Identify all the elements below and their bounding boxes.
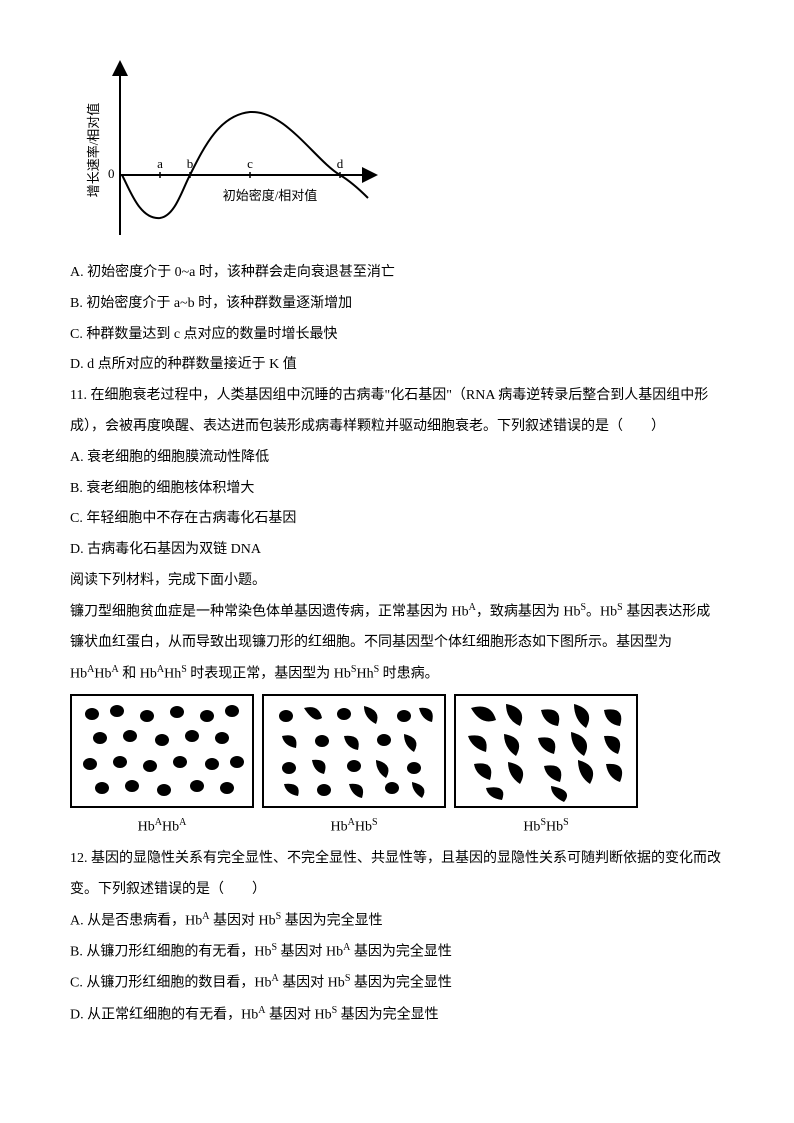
q10-option-b: B. 初始密度介于 a~b 时，该种群数量逐渐增加: [70, 289, 724, 320]
q10-option-d: D. d 点所对应的种群数量接近于 K 值: [70, 350, 724, 381]
growth-rate-chart: 增长速率/相对值 0 a b c d 初始密度/相对值: [70, 60, 380, 250]
q10-option-c: C. 种群数量达到 c 点对应的数量时增长最快: [70, 320, 724, 351]
q12-option-d: D. 从正常红细胞的有无看，HbA 基因对 HbS 基因为完全显性: [70, 1000, 724, 1031]
q11-option-a: A. 衰老细胞的细胞膜流动性降低: [70, 443, 724, 474]
cell-label-2: HbAHbS: [330, 812, 377, 843]
cell-box-1: [70, 694, 254, 808]
tick-d: d: [337, 156, 344, 171]
q11-option-b: B. 衰老细胞的细胞核体积增大: [70, 474, 724, 505]
cell-box-3: [454, 694, 638, 808]
x-axis-label: 初始密度/相对值: [223, 188, 318, 203]
q12-option-c: C. 从镰刀形红细胞的数目看，HbA 基因对 HbS 基因为完全显性: [70, 968, 724, 999]
reading-prompt: 阅读下列材料，完成下面小题。: [70, 566, 724, 597]
q11-stem: 11. 在细胞衰老过程中，人类基因组中沉睡的古病毒"化石基因"（RNA 病毒逆转…: [70, 381, 724, 443]
origin-label: 0: [108, 166, 115, 181]
cell-box-2: [262, 694, 446, 808]
tick-c: c: [247, 156, 253, 171]
cell-images-row: HbAHbA: [70, 694, 724, 843]
q12-option-b: B. 从镰刀形红细胞的有无看，HbS 基因对 HbA 基因为完全显性: [70, 937, 724, 968]
y-axis-label: 增长速率/相对值: [86, 103, 101, 198]
q11-option-d: D. 古病毒化石基因为双链 DNA: [70, 535, 724, 566]
q12-stem: 12. 基因的显隐性关系有完全显性、不完全显性、共显性等，且基因的显隐性关系可随…: [70, 844, 724, 906]
q12-option-a: A. 从是否患病看，HbA 基因对 HbS 基因为完全显性: [70, 906, 724, 937]
cell-label-1: HbAHbA: [138, 812, 187, 843]
q10-option-a: A. 初始密度介于 0~a 时，该种群会走向衰退甚至消亡: [70, 258, 724, 289]
tick-a: a: [157, 156, 163, 171]
q11-option-c: C. 年轻细胞中不存在古病毒化石基因: [70, 504, 724, 535]
cell-label-3: HbSHbS: [523, 812, 568, 843]
passage-p1: 镰刀型细胞贫血症是一种常染色体单基因遗传病，正常基因为 HbA，致病基因为 Hb…: [70, 597, 724, 691]
